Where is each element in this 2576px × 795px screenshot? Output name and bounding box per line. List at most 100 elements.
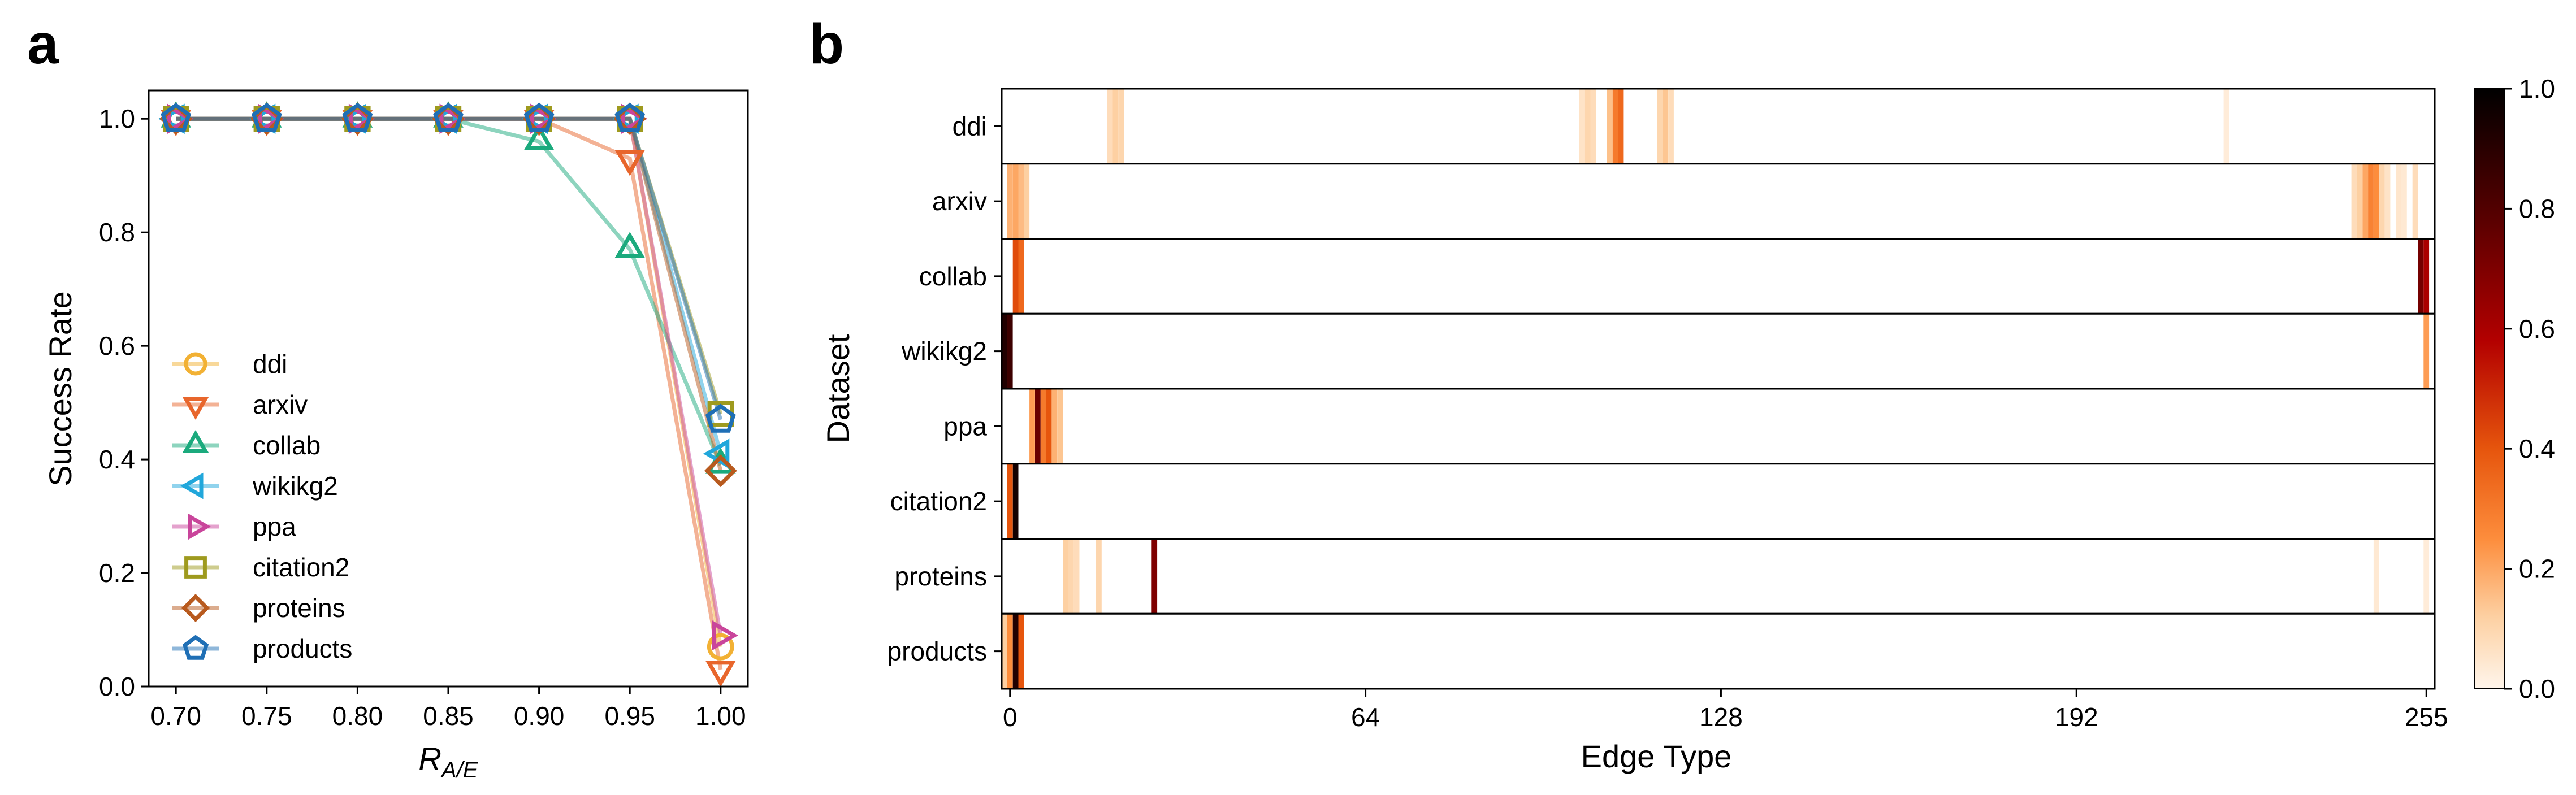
heatmap-cell <box>1618 89 1624 164</box>
legend-label: citation2 <box>253 553 349 582</box>
y-axis-ticks: 0.0 0.2 0.4 0.6 0.8 1.0 <box>99 104 149 701</box>
heatmap-cell <box>2351 163 2357 239</box>
x-tick-label: 192 <box>2055 702 2098 732</box>
heatmap-cell <box>2423 538 2430 614</box>
legend: ddi arxiv collab wikikg2 ppa citation2 protein… <box>172 349 352 663</box>
heatmap-cell <box>2423 238 2430 314</box>
legend-label: wikikg2 <box>252 471 338 501</box>
x-tick-label: 0.85 <box>423 701 474 731</box>
row-background <box>1002 538 2435 614</box>
heatmap-row-collab <box>1001 238 2436 315</box>
heatmap-cell <box>1607 89 1613 164</box>
point-proteins-3 <box>432 102 465 136</box>
dataset-tick-labels: ddi arxiv collab wikikg2 ppa citation2 protein… <box>887 111 1002 666</box>
x-tick-label: 0.80 <box>332 701 383 731</box>
point-arxiv-6 <box>705 661 736 687</box>
heatmap-cell <box>1112 89 1119 164</box>
point-proteins-1 <box>250 102 283 136</box>
heatmap-cell <box>1018 163 1024 239</box>
x-axis-label: RA/E <box>419 741 479 783</box>
heatmap-cell <box>1579 89 1585 164</box>
y-axis-label: Dataset <box>820 334 856 443</box>
dataset-label-products: products <box>887 637 987 666</box>
heatmap-cell <box>1012 463 1019 539</box>
heatmap-cell <box>2379 163 2385 239</box>
heatmap-cell <box>1584 89 1591 164</box>
point-wikikg2-0 <box>158 103 185 134</box>
point-products-1 <box>251 102 282 132</box>
heatmap-cell <box>1612 89 1618 164</box>
colorbar-tick-label: 0.8 <box>2519 194 2555 223</box>
legend-marker-wikikg2 <box>180 472 204 499</box>
x-axis-label: Edge Type <box>1581 738 1732 774</box>
legend-marker-proteins <box>181 594 210 622</box>
legend-marker-ppa <box>188 513 211 540</box>
point-products-4 <box>523 102 555 132</box>
legend-item-ppa: ppa <box>172 512 296 541</box>
heatmap-cell <box>1657 89 1663 164</box>
heatmap-cell <box>1151 538 1158 614</box>
y-axis-label: Success Rate <box>42 291 78 486</box>
heatmap-row-citation2 <box>1001 463 2436 540</box>
line-chart-panel: 0.70 0.75 0.80 0.85 0.90 0.95 1.00 0.00.20.40.… <box>42 89 749 783</box>
plot-frame <box>148 89 749 688</box>
legend-label: ddi <box>253 349 287 379</box>
x-axis-label-sub: A/E <box>440 758 479 783</box>
point-ppa-3 <box>439 103 466 134</box>
legend-label: ppa <box>253 512 296 541</box>
heatmap-row-wikikg2 <box>1001 312 2436 390</box>
panel-letter-a: a <box>27 12 59 76</box>
x-tick-label: 64 <box>1351 702 1380 732</box>
heatmap-cell <box>1007 314 1013 389</box>
point-products-3 <box>433 102 464 132</box>
x-tick-label: 1.00 <box>695 701 746 731</box>
point-ppa-0 <box>167 103 194 134</box>
legend-marker-arxiv <box>182 397 209 420</box>
y-tick-label: 1.0 <box>99 104 135 133</box>
heatmap-cell <box>2418 238 2424 314</box>
heatmap-rows <box>1001 88 2436 690</box>
colorbar-tick-label: 0.4 <box>2519 434 2555 463</box>
heatmap-row-products <box>1001 612 2436 690</box>
point-ppa-4 <box>530 103 557 134</box>
legend-label: arxiv <box>253 390 308 419</box>
row-background <box>1002 614 2435 689</box>
legend-label: proteins <box>253 593 345 623</box>
point-products-5 <box>614 102 646 132</box>
x-axis-ticks: 0.70 0.75 0.80 0.85 0.90 0.95 1.00 <box>150 687 746 731</box>
heatmap-cell <box>1590 89 1596 164</box>
heatmap-cell <box>1057 389 1063 464</box>
colorbar-tick-label: 0.6 <box>2519 314 2555 344</box>
point-proteins-4 <box>522 102 556 136</box>
point-products-0 <box>161 102 192 132</box>
series-line-products <box>176 116 723 420</box>
heatmap-cell <box>1012 238 1019 314</box>
legend-item-collab: collab <box>172 429 321 460</box>
point-products-6 <box>705 403 736 433</box>
legend-label: collab <box>253 431 321 460</box>
series-lines <box>176 116 723 670</box>
dataset-label-arxiv: arxiv <box>932 186 987 216</box>
heatmap-cell <box>1012 163 1019 239</box>
legend-marker-collab <box>182 429 209 453</box>
x-tick-label: 0.75 <box>241 701 292 731</box>
x-tick-label: 0 <box>1003 702 1018 732</box>
point-proteins-0 <box>159 102 193 136</box>
legend-item-arxiv: arxiv <box>172 390 308 420</box>
colorbar <box>2474 88 2505 689</box>
point-collab-5 <box>614 232 646 258</box>
heatmap-cell <box>1035 389 1041 464</box>
point-wikikg2-1 <box>249 103 276 134</box>
heatmap-cell <box>2412 163 2418 239</box>
y-tick-label: 0.2 <box>99 558 135 588</box>
legend-marker-ddi <box>184 352 207 376</box>
heatmap-cell <box>1007 163 1013 239</box>
heatmap-cell <box>2223 89 2229 164</box>
point-proteins-6 <box>704 454 737 488</box>
heatmap-cell <box>1107 89 1113 164</box>
point-wikikg2-4 <box>521 103 548 134</box>
heatmap-cell <box>2373 163 2379 239</box>
heatmap-cell <box>2368 163 2374 239</box>
heatmap-cell <box>2401 163 2407 239</box>
